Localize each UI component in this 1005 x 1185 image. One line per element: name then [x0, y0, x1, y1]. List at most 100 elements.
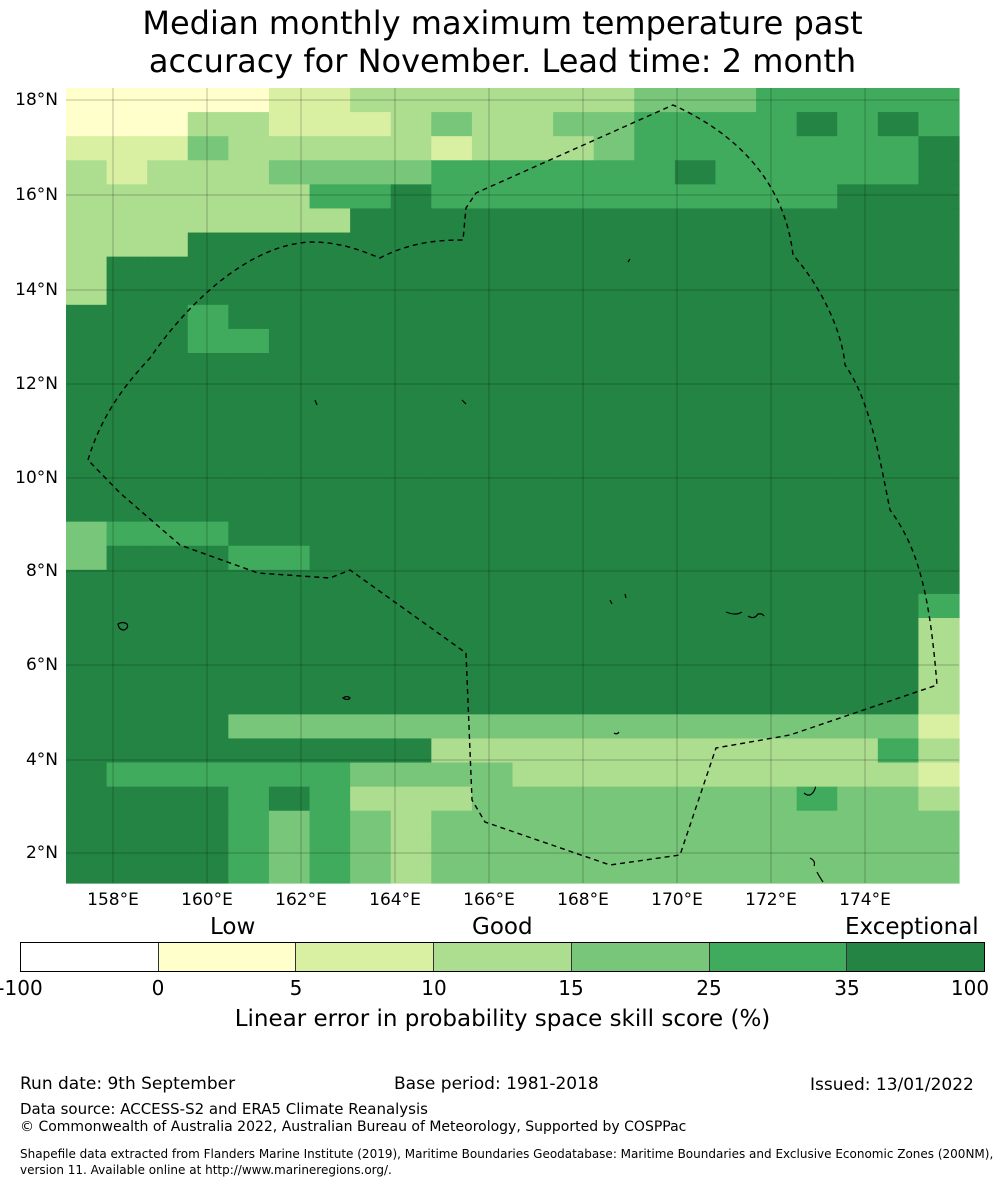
skill-cell	[593, 810, 635, 836]
skill-cell	[228, 377, 270, 402]
skill-cell	[228, 112, 270, 137]
skill-cell	[268, 88, 311, 113]
skill-cell	[106, 136, 148, 161]
skill-cell	[837, 280, 879, 306]
skill-cell	[431, 184, 473, 210]
skill-cell	[756, 521, 798, 547]
colorbar-segment	[434, 943, 572, 971]
skill-cell	[390, 160, 432, 185]
skill-cell	[106, 353, 148, 378]
skill-cell	[187, 184, 229, 210]
skill-cell	[309, 88, 351, 113]
skill-cell	[553, 304, 595, 330]
skill-cell	[187, 208, 229, 234]
skill-cell	[268, 690, 311, 715]
skill-cell	[187, 738, 229, 764]
skill-cell	[634, 304, 676, 330]
skill-cell	[796, 425, 838, 450]
skill-cell	[634, 473, 676, 499]
skill-cell	[147, 834, 189, 860]
skill-cell	[715, 112, 757, 137]
skill-cell	[390, 786, 432, 812]
skill-cell	[553, 232, 595, 258]
island	[314, 258, 631, 406]
skill-cell	[309, 328, 351, 354]
skill-cell	[431, 497, 473, 523]
skill-cell	[796, 208, 838, 234]
skill-cell	[471, 690, 514, 715]
skill-map	[66, 88, 960, 884]
skill-cell	[187, 401, 229, 426]
skill-cell	[66, 401, 108, 426]
skill-cell	[674, 666, 717, 691]
skill-cell	[66, 184, 108, 210]
skill-cell	[674, 810, 717, 836]
skill-cell	[553, 642, 595, 667]
skill-cell	[837, 858, 879, 884]
skill-cell	[228, 714, 270, 740]
skill-cell	[147, 425, 189, 450]
skill-cell	[66, 497, 108, 523]
skill-cell	[471, 377, 514, 402]
skill-cell	[228, 593, 270, 619]
skill-cell	[593, 762, 635, 788]
skill-cell	[350, 328, 392, 354]
lon-label: 174°E	[839, 890, 891, 910]
skill-cell	[106, 184, 148, 210]
skill-cell	[877, 425, 920, 450]
skill-cell	[309, 232, 351, 258]
skill-cell	[471, 786, 514, 812]
skill-cell	[674, 353, 717, 378]
skill-cell	[228, 160, 270, 185]
skill-cell	[187, 136, 229, 161]
skill-cell	[390, 569, 432, 595]
skill-cell	[390, 714, 432, 740]
skill-cell	[309, 136, 351, 161]
skill-cell	[228, 497, 270, 523]
skill-cell	[187, 425, 229, 450]
skill-cell	[796, 353, 838, 378]
skill-cell	[796, 304, 838, 330]
title-line-1: Median monthly maximum temperature past	[142, 4, 863, 42]
lat-label: 4°N	[25, 750, 58, 770]
skill-cell	[147, 666, 189, 691]
skill-cell	[715, 377, 757, 402]
skill-cell	[66, 810, 108, 836]
skill-cell	[512, 666, 554, 691]
skill-cells	[66, 88, 960, 884]
skill-cell	[837, 786, 879, 812]
skill-cell	[877, 497, 920, 523]
skill-cell	[309, 425, 351, 450]
skill-cell	[471, 738, 514, 764]
skill-cell	[512, 136, 554, 161]
skill-cell	[837, 232, 879, 258]
skill-cell	[66, 304, 108, 330]
skill-cell	[187, 497, 229, 523]
skill-cell	[674, 401, 717, 426]
colorbar-title: Linear error in probability space skill …	[234, 1006, 771, 1032]
skill-cell	[918, 521, 960, 547]
skill-cell	[593, 256, 635, 282]
skill-cell	[431, 136, 473, 161]
skill-cell	[66, 666, 108, 691]
skill-cell	[593, 160, 635, 185]
skill-cell	[66, 738, 108, 764]
skill-cell	[390, 328, 432, 354]
colorbar-tick: 5	[289, 976, 303, 1000]
skill-cell	[796, 786, 838, 812]
skill-cell	[837, 714, 879, 740]
skill-cell	[350, 762, 392, 788]
skill-cell	[390, 401, 432, 426]
skill-cell	[350, 521, 392, 547]
colorbar-tick: 35	[834, 976, 860, 1000]
skill-cell	[512, 425, 554, 450]
skill-cell	[66, 328, 108, 354]
skill-cell	[877, 618, 920, 643]
skill-cell	[147, 473, 189, 499]
skill-cell	[187, 280, 229, 306]
skill-cell	[756, 425, 798, 450]
skill-cell	[106, 858, 148, 884]
skill-cell	[309, 160, 351, 185]
skill-cell	[471, 401, 514, 426]
skill-cell	[796, 666, 838, 691]
